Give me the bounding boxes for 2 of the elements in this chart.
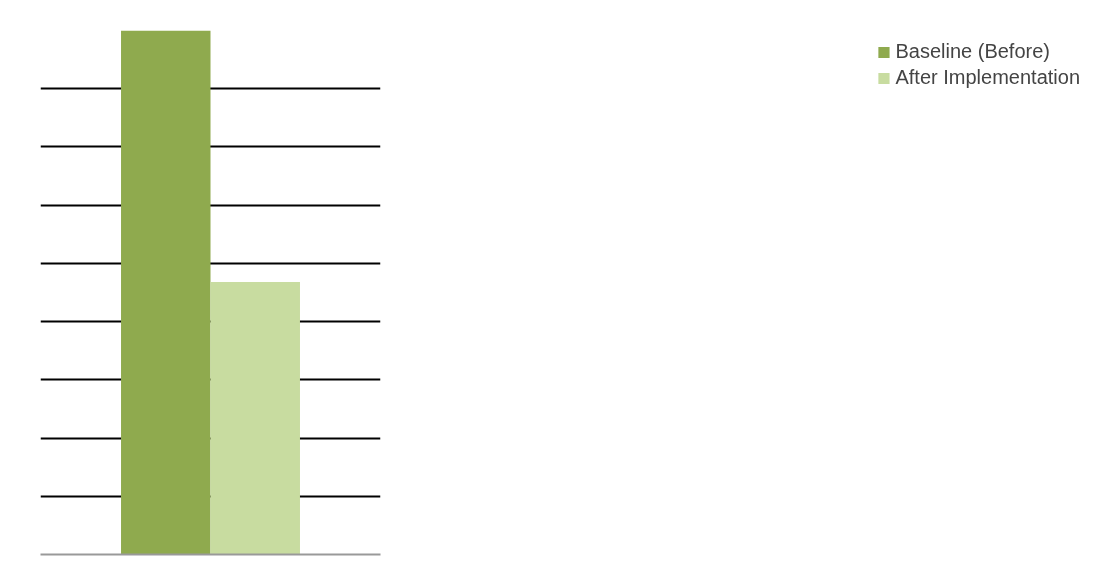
legend-label: Baseline (Before) [895, 40, 1050, 63]
legend-label: After Implementation [895, 66, 1080, 89]
